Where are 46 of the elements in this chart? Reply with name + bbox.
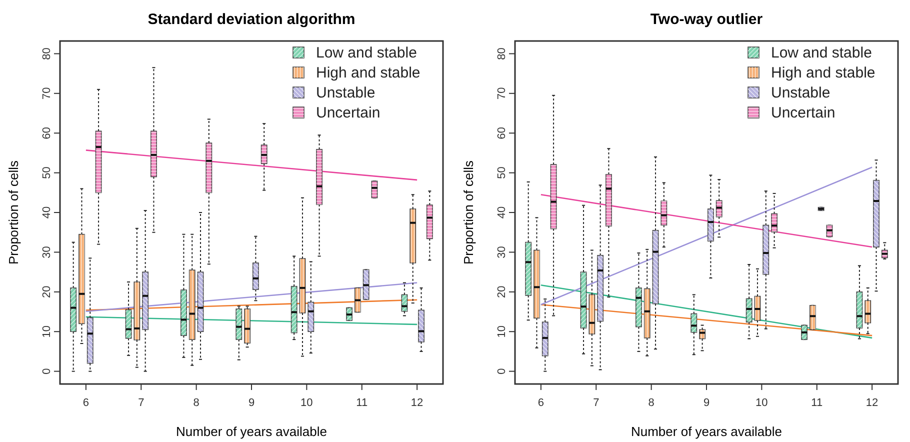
x-tick-label: 11 bbox=[811, 397, 823, 409]
x-tick-label: 7 bbox=[593, 397, 600, 409]
x-tick-label: 12 bbox=[866, 397, 878, 409]
legend-label: High and stable bbox=[771, 64, 876, 82]
y-tick-label: 30 bbox=[41, 246, 53, 258]
legend-label: Uncertain bbox=[316, 104, 380, 122]
x-tick-label: 6 bbox=[82, 397, 89, 409]
x-tick-label: 8 bbox=[193, 397, 200, 409]
y-tick-label: 70 bbox=[41, 87, 53, 100]
x-tick-label: 9 bbox=[703, 397, 710, 409]
x-tick-label: 8 bbox=[648, 397, 654, 409]
x-tick-label: 9 bbox=[248, 397, 255, 409]
y-tick-label: 80 bbox=[496, 48, 508, 60]
y-axis-title: Proportion of cells bbox=[461, 160, 476, 265]
y-tick-label: 0 bbox=[41, 368, 53, 374]
x-axis-title: Number of years available bbox=[630, 424, 782, 439]
x-tick-label: 12 bbox=[410, 397, 424, 409]
y-tick-label: 20 bbox=[496, 286, 508, 298]
y-tick-label: 20 bbox=[41, 286, 53, 298]
x-tick-label: 7 bbox=[138, 397, 144, 409]
legend-label: High and stable bbox=[316, 64, 420, 82]
x-tick-label: 6 bbox=[538, 397, 544, 409]
legend-label: Uncertain bbox=[771, 104, 836, 122]
y-tick-label: 40 bbox=[41, 206, 53, 219]
x-tick-label: 11 bbox=[356, 397, 368, 409]
y-tick-label: 50 bbox=[496, 166, 508, 179]
legend-label: Unstable bbox=[316, 84, 376, 102]
y-tick-label: 10 bbox=[496, 325, 508, 338]
y-tick-label: 10 bbox=[41, 325, 53, 338]
legend-label: Unstable bbox=[771, 84, 830, 102]
y-tick-label: 0 bbox=[496, 368, 508, 374]
y-axis-title: Proportion of cells bbox=[6, 160, 21, 265]
chart-title: Two-way outlier bbox=[650, 11, 763, 28]
y-tick-label: 40 bbox=[496, 206, 508, 219]
y-tick-label: 80 bbox=[41, 48, 53, 60]
x-axis-title: Number of years available bbox=[176, 424, 328, 439]
y-tick-label: 70 bbox=[496, 87, 508, 100]
legend-label: Low and stable bbox=[316, 44, 417, 62]
legend-label: Low and stable bbox=[771, 44, 872, 62]
y-tick-label: 50 bbox=[41, 166, 53, 179]
x-tick-label: 10 bbox=[300, 397, 313, 409]
y-tick-label: 30 bbox=[496, 246, 508, 258]
chart-title: Standard deviation algorithm bbox=[148, 11, 356, 28]
y-tick-label: 60 bbox=[496, 126, 508, 140]
x-tick-label: 10 bbox=[756, 397, 768, 409]
y-tick-label: 60 bbox=[41, 126, 53, 140]
